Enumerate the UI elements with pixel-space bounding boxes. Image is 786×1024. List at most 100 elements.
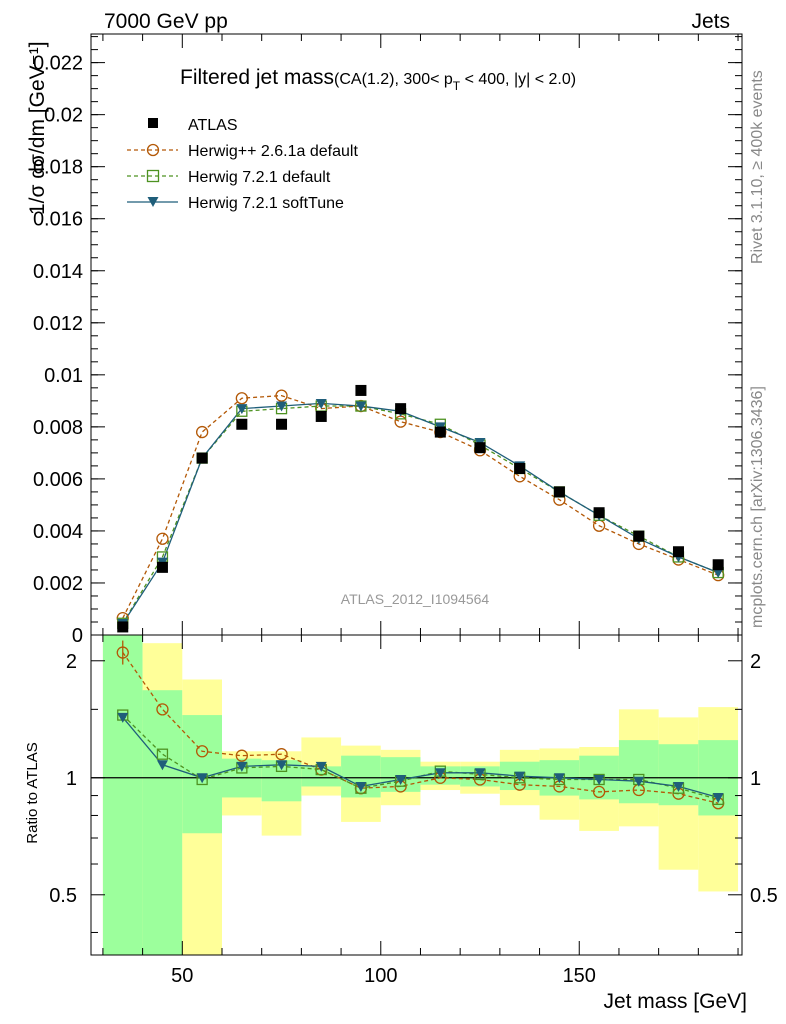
main-line-herwig721 xyxy=(122,405,719,624)
ratio-y-tick-label-left: 1 xyxy=(66,768,77,790)
ratio-point-softtune xyxy=(514,771,526,782)
main-point-softtune xyxy=(236,404,248,415)
legend-marker-atlas xyxy=(148,118,158,128)
ratio-y-tick-label-left: 2 xyxy=(66,651,77,673)
legend: ATLAS Herwig++ 2.6.1a default Herwig 7.2… xyxy=(127,117,358,212)
ratio-point-softtune xyxy=(474,768,486,779)
ratio-point-softtune xyxy=(593,774,605,785)
main-point-softtune xyxy=(315,398,327,409)
ratio-y-axis-label: Ratio to ATLAS xyxy=(24,742,41,843)
ratio-band-inner xyxy=(618,740,659,804)
rivet-version-label: Rivet 3.1.10, ≥ 400k events xyxy=(749,70,766,264)
ratio-y-tick-label-right: 1 xyxy=(750,768,761,790)
main-point-softtune xyxy=(276,401,288,412)
plot-title: Filtered jet mass(CA(1.2), 300< pT < 400… xyxy=(180,66,576,93)
main-point-atlas xyxy=(672,546,684,558)
main-point-atlas xyxy=(236,418,248,430)
legend-entry-softtune: Herwig 7.2.1 softTune xyxy=(127,195,344,212)
main-point-atlas xyxy=(156,561,168,573)
main-point-herwigpp xyxy=(195,425,209,439)
ratio-point-softtune xyxy=(434,768,446,779)
main-y-tick-label: 0 xyxy=(72,625,83,647)
ratio-band-inner xyxy=(658,744,699,806)
ratio-point-herwigpp xyxy=(156,703,169,716)
ratio-line-herwig721 xyxy=(122,714,719,801)
main-point-atlas xyxy=(395,403,407,415)
main-point-atlas xyxy=(355,384,367,396)
main-point-softtune xyxy=(712,568,724,579)
main-point-herwigpp xyxy=(235,392,248,405)
main-y-tick-label: 0.02 xyxy=(44,105,83,127)
legend-marker-herwig721 xyxy=(146,169,160,183)
ratio-point-softtune xyxy=(276,760,288,771)
ratio-point-softtune xyxy=(117,712,129,723)
ratio-data-marks xyxy=(116,640,725,810)
ratio-y-tick-label-left: 0.5 xyxy=(49,885,77,907)
main-point-herwigpp xyxy=(156,532,169,545)
ratio-axes: 0.5 0.5 1 1 2 2 50 100 150 xyxy=(49,635,778,987)
x-tick-label: 150 xyxy=(563,965,596,987)
main-y-axis-label: 1/σ dσ/dm [GeV⁻¹] xyxy=(26,41,49,215)
main-y-tick-label: 0.018 xyxy=(33,157,83,179)
ratio-point-softtune xyxy=(553,773,565,784)
ratio-line-herwigpp xyxy=(122,652,719,804)
ratio-point-softtune xyxy=(395,774,407,785)
ratio-point-softtune xyxy=(156,760,168,771)
plot-title-main: Filtered jet mass xyxy=(180,66,334,89)
main-axes: 0 0.002 0.004 0.006 0.008 0.01 0.012 0.014 0.016… xyxy=(33,34,742,647)
main-point-herwigpp xyxy=(275,389,288,402)
ratio-y-tick-label-right: 0.5 xyxy=(750,885,778,907)
legend-label-herwig721: Herwig 7.2.1 default xyxy=(188,169,331,186)
ratio-point-softtune xyxy=(196,773,208,784)
legend-marker-herwigpp xyxy=(146,143,160,157)
legend-entry-atlas: ATLAS xyxy=(148,117,238,134)
ratio-band-inner xyxy=(142,690,183,955)
ratio-panel: 0.5 0.5 1 1 2 2 50 100 150 Ratio to ATLAS Jet ma… xyxy=(24,634,778,1013)
ratio-point-softtune xyxy=(712,792,724,803)
main-y-tick-label: 0.014 xyxy=(33,261,83,283)
main-line-herwigpp xyxy=(122,394,719,619)
main-y-tick-label: 0.012 xyxy=(33,313,83,335)
ratio-y-tick-label-right: 2 xyxy=(750,651,761,673)
ratio-uncertainty-bands xyxy=(91,635,742,955)
ratio-point-herwigpp xyxy=(592,785,606,799)
legend-marker-softtune xyxy=(147,197,159,207)
ratio-point-softtune xyxy=(633,776,645,787)
main-data-marks xyxy=(116,384,725,633)
main-point-atlas xyxy=(196,452,208,464)
ratio-point-herwigpp xyxy=(275,748,288,761)
legend-entry-herwigpp: Herwig++ 2.6.1a default xyxy=(127,143,358,160)
x-tick-label: 100 xyxy=(364,965,397,987)
main-point-atlas xyxy=(712,559,724,571)
main-y-tick-label: 0.016 xyxy=(33,209,83,231)
ratio-frame xyxy=(90,634,743,956)
main-line-softtune xyxy=(122,402,719,624)
x-axis-label: Jet mass [GeV] xyxy=(603,990,747,1013)
mcplots-label: mcplots.cern.ch [arXiv:1306.3436] xyxy=(749,386,766,628)
main-y-tick-label: 0.022 xyxy=(33,53,83,75)
ratio-point-softtune xyxy=(236,761,248,772)
main-point-atlas xyxy=(474,442,486,454)
main-y-tick-label: 0.004 xyxy=(33,521,83,543)
main-point-atlas xyxy=(553,486,565,498)
header-process: Jets xyxy=(691,10,730,33)
main-point-atlas xyxy=(434,426,446,438)
plot-title-sub-T: T xyxy=(453,79,461,93)
plot-title-sub: (CA(1.2), 300< p xyxy=(334,71,453,88)
main-point-atlas xyxy=(514,462,526,474)
analysis-watermark: ATLAS_2012_I1094564 xyxy=(341,591,490,607)
ratio-point-softtune xyxy=(355,781,367,792)
legend-label-herwigpp: Herwig++ 2.6.1a default xyxy=(188,143,358,160)
main-point-atlas xyxy=(315,410,327,422)
ratio-point-herwigpp xyxy=(235,749,248,762)
main-point-atlas xyxy=(593,507,605,519)
main-point-atlas xyxy=(117,621,129,633)
legend-label-atlas: ATLAS xyxy=(188,117,238,134)
main-point-atlas xyxy=(276,418,288,430)
main-y-tick-label: 0.01 xyxy=(44,365,83,387)
ratio-point-herwig721 xyxy=(156,748,169,760)
main-y-tick-label: 0.008 xyxy=(33,417,83,439)
ratio-point-herwigpp xyxy=(195,745,209,758)
ratio-band-inner xyxy=(102,635,143,955)
